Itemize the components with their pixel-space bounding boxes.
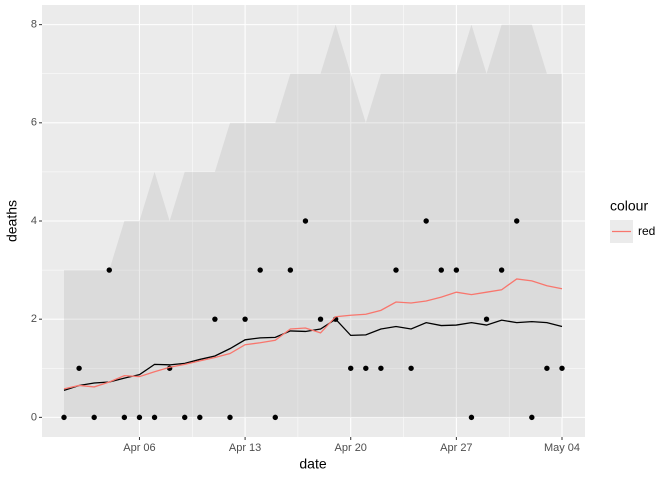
x-tick-label: Apr 27 [440, 442, 472, 454]
point [242, 316, 248, 322]
point [287, 267, 294, 273]
point [197, 414, 203, 421]
point [514, 218, 520, 224]
x-tick-label: Apr 13 [229, 442, 261, 454]
legend-title: colour [610, 198, 648, 214]
point [483, 316, 490, 322]
point [317, 316, 324, 322]
y-tick-label: 2 [31, 313, 37, 325]
point [408, 365, 414, 371]
y-axis-title: deaths [4, 200, 20, 242]
point [348, 365, 354, 371]
point [257, 267, 263, 273]
point [227, 414, 233, 421]
y-tick-label: 6 [31, 117, 37, 129]
point [121, 414, 128, 421]
point [438, 267, 444, 273]
y-tick-label: 4 [31, 215, 37, 227]
y-tick-label: 8 [31, 19, 37, 31]
point [378, 365, 384, 371]
x-tick-label: Apr 20 [335, 442, 367, 454]
y-tick-label: 0 [31, 411, 37, 423]
point [61, 414, 67, 421]
point [182, 414, 188, 421]
x-axis-title: date [299, 456, 326, 472]
x-tick-label: Apr 06 [123, 442, 155, 454]
point [136, 414, 143, 421]
point [151, 414, 158, 421]
point [302, 218, 309, 224]
point [212, 316, 218, 322]
point [529, 414, 535, 421]
point [393, 267, 399, 273]
point [272, 414, 278, 421]
point [468, 414, 475, 421]
x-tick-label: May 04 [544, 442, 580, 454]
legend-label: red [638, 224, 655, 238]
point [498, 267, 505, 273]
point [106, 267, 112, 273]
point [76, 365, 82, 371]
point [544, 365, 550, 371]
point [453, 267, 460, 273]
point [91, 414, 97, 421]
ribbon [64, 24, 562, 418]
point [363, 365, 369, 371]
point [423, 218, 429, 224]
line [63, 278, 563, 390]
point [559, 365, 565, 371]
